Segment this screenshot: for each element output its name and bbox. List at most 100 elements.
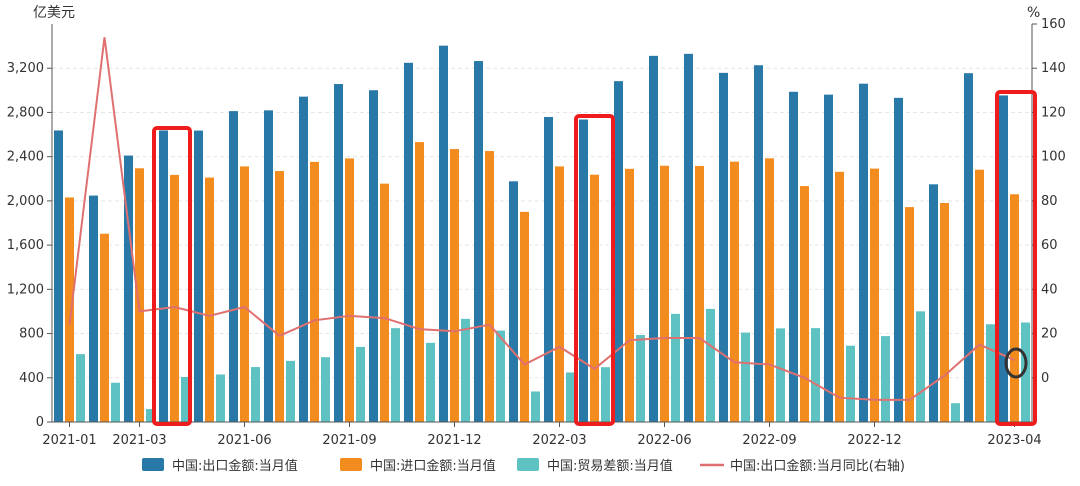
x-tick-label: 2021-12	[427, 433, 481, 448]
annotations	[152, 90, 1037, 426]
bar-2021-04	[170, 174, 179, 422]
bar-2023-04	[1021, 322, 1030, 422]
bar-2021-10	[391, 328, 400, 422]
bar-2021-12	[450, 149, 459, 422]
bar-2023-03	[975, 169, 984, 422]
bar-2021-02	[100, 233, 109, 422]
bar-2021-07	[275, 171, 284, 422]
legend-label: 中国:出口金额:当月值	[172, 458, 298, 474]
left-tick-label: 2,400	[7, 150, 44, 165]
left-tick-label: 800	[19, 327, 44, 342]
legend-swatch	[517, 458, 539, 471]
right-tick-label: 80	[1041, 194, 1058, 209]
highlight-circle-2023-04	[1004, 347, 1028, 379]
x-tick-label: 2021-09	[322, 433, 376, 448]
right-tick-label: 40	[1041, 282, 1058, 297]
legend-label: 中国:出口金额:当月同比(右轴)	[730, 458, 905, 474]
highlight-box-2022-04	[574, 114, 615, 426]
bar-2021-05	[205, 177, 214, 422]
bar-2021-02	[111, 382, 120, 422]
bar-2022-04	[579, 119, 588, 423]
bar-2022-02	[509, 181, 518, 422]
bar-2022-07	[706, 308, 715, 422]
bar-2021-11	[404, 62, 413, 423]
bar-2022-04	[601, 367, 610, 422]
bar-2022-03	[566, 372, 575, 422]
bar-series	[54, 45, 1030, 423]
bar-2023-01	[894, 97, 903, 423]
right-tick-label: 120	[1041, 105, 1066, 120]
left-tick-label: 0	[36, 415, 44, 430]
x-tick-label: 2021-06	[217, 433, 271, 448]
bar-2021-09	[334, 84, 343, 422]
bar-2021-02	[89, 195, 98, 422]
bar-2022-06	[671, 313, 680, 422]
bar-2022-12	[870, 168, 879, 422]
bar-2021-04	[181, 377, 190, 422]
bar-2023-02	[951, 403, 960, 422]
bar-2022-01	[474, 61, 483, 423]
bar-2022-08	[741, 332, 750, 422]
bar-2021-09	[345, 158, 354, 423]
bar-2022-11	[824, 94, 833, 423]
bar-2021-08	[321, 357, 330, 422]
bar-2021-04	[159, 130, 168, 422]
legend-label: 中国:进口金额:当月值	[370, 458, 496, 474]
x-tick-label: 2022-03	[532, 433, 586, 448]
axes: 0 400 800 1,200 1,600 2,000 2,400 2,800 3,200 0 20…	[7, 17, 1066, 448]
left-tick-label: 1,600	[7, 238, 44, 253]
legend: 中国:出口金额:当月值 中国:进口金额:当月值 中国:贸易差额:当月值 中国:出口金额…	[142, 458, 905, 474]
bar-2022-11	[835, 171, 844, 422]
gridlines	[52, 67, 1032, 379]
highlight-box-2021-04	[152, 126, 192, 426]
bar-2022-12	[881, 336, 890, 422]
bar-2022-07	[684, 53, 693, 422]
bar-2021-03	[124, 155, 133, 423]
bar-2022-02	[520, 211, 529, 422]
bar-2021-03	[146, 409, 155, 422]
bar-2022-10	[789, 91, 798, 422]
legend-label: 中国:贸易差额:当月值	[547, 458, 673, 474]
bar-2022-08	[730, 161, 739, 422]
bar-2021-12	[461, 318, 470, 422]
bar-2022-06	[660, 165, 669, 422]
legend-swatch	[142, 458, 164, 471]
left-tick-label: 2,000	[7, 194, 44, 209]
bar-2021-08	[310, 161, 319, 422]
bar-2021-05	[194, 130, 203, 422]
highlight-box-2023-04	[995, 90, 1037, 426]
bar-2021-10	[380, 183, 389, 422]
bar-2022-05	[614, 81, 623, 422]
bar-2021-05	[216, 374, 225, 422]
bar-2021-10	[369, 90, 378, 422]
bar-2023-02	[940, 202, 949, 422]
left-tick-label: 400	[19, 371, 44, 386]
bar-2022-09	[765, 158, 774, 422]
bar-2021-06	[229, 111, 238, 423]
line-series	[68, 37, 1015, 401]
x-tick-label: 2022-09	[742, 433, 796, 448]
bar-2021-08	[299, 96, 308, 422]
right-axis-unit: %	[1027, 5, 1040, 21]
bar-2022-05	[636, 334, 645, 422]
bar-2022-06	[649, 55, 658, 423]
bar-2021-07	[264, 110, 273, 423]
bar-2023-04	[1010, 194, 1019, 422]
right-tick-label: 60	[1041, 238, 1058, 253]
right-tick-label: 0	[1041, 371, 1049, 386]
bar-2022-09	[776, 328, 785, 422]
bar-2022-05	[625, 168, 634, 422]
x-tick-label: 2021-03	[112, 433, 166, 448]
x-tick-label: 2023-04	[987, 433, 1041, 448]
bar-2021-06	[240, 166, 249, 422]
bar-2022-01	[485, 151, 494, 423]
bar-2022-07	[695, 165, 704, 422]
left-tick-label: 2,800	[7, 105, 44, 120]
left-tick-label: 3,200	[7, 61, 44, 76]
x-tick-label: 2021-01	[42, 433, 96, 448]
bar-2021-06	[251, 367, 260, 422]
bar-2022-01	[496, 330, 505, 422]
bar-2022-10	[811, 328, 820, 422]
left-axis-unit: 亿美元	[33, 5, 75, 21]
bar-2023-04	[999, 95, 1008, 423]
